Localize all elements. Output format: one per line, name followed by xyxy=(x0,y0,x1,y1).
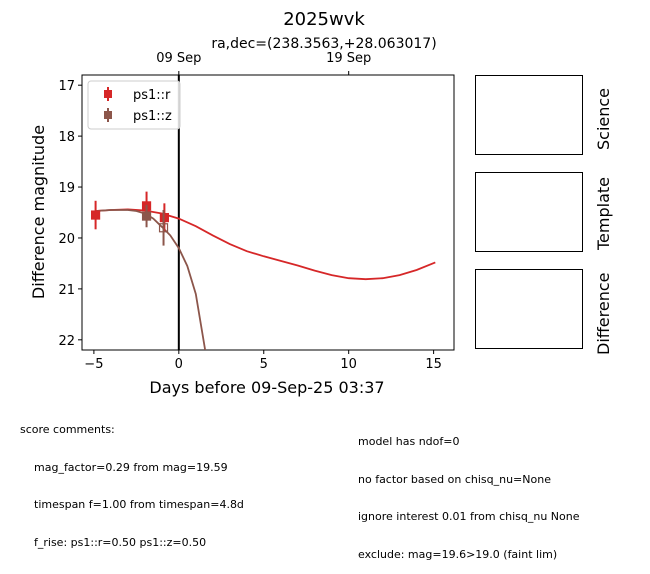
legend-label: ps1::z xyxy=(133,109,172,124)
chart-subtitle: ra,dec=(238.3563,+28.063017) xyxy=(211,36,436,52)
template-stamp xyxy=(475,172,583,252)
comment-line: f_rise: ps1::r=0.50 ps1::z=0.50 xyxy=(34,535,207,549)
y-tick-label: 21 xyxy=(58,283,75,298)
comment-line: no factor based on chisq_nu=None xyxy=(358,472,551,486)
y-tick-label: 20 xyxy=(58,232,75,247)
score-comments-header: score comments: xyxy=(20,423,115,436)
x-tick-label: 0 xyxy=(175,357,183,372)
x-tick-label: 15 xyxy=(425,357,442,372)
x-tick-label: 10 xyxy=(340,357,357,372)
legend-marker xyxy=(104,90,112,98)
comment-line: exclude: mag=19.6>19.0 (faint lim) xyxy=(358,547,558,561)
science-label: Science xyxy=(594,87,613,150)
comment-line: ignore interest 0.01 from chisq_nu None xyxy=(358,510,580,523)
x-tick-label: 5 xyxy=(260,357,268,372)
light-curve-chart: 2025wvk ra,dec=(238.3563,+28.063017) Day… xyxy=(29,9,455,397)
data-point xyxy=(90,210,101,220)
y-axis-label: Difference magnitude xyxy=(29,125,48,299)
x-axis-label: Days before 09-Sep-25 03:37 xyxy=(149,378,384,397)
comment-line: model has ndof=0 xyxy=(358,435,460,448)
science-stamp xyxy=(475,75,583,155)
difference-label: Difference xyxy=(594,272,613,355)
top-tick-label: 09 Sep xyxy=(156,51,201,66)
y-tick-label: 19 xyxy=(58,181,75,196)
legend-label: ps1::r xyxy=(133,88,171,103)
data-point xyxy=(141,211,152,221)
model-comments: model has ndof=0 no factor based on chis… xyxy=(358,411,580,574)
y-tick-label: 22 xyxy=(58,334,75,349)
score-comments: score comments: mag_factor=0.29 from mag… xyxy=(20,399,244,562)
y-tick-label: 17 xyxy=(58,79,75,94)
chart-title: 2025wvk xyxy=(283,9,365,30)
difference-stamp xyxy=(475,269,583,349)
comment-line: timespan f=1.00 from timespan=4.8d xyxy=(34,498,244,511)
template-label: Template xyxy=(594,176,613,250)
comment-line: mag_factor=0.29 from mag=19.59 xyxy=(34,460,228,474)
y-tick-label: 18 xyxy=(58,130,75,145)
model-line-ps1-z xyxy=(95,209,207,350)
top-tick-label: 19 Sep xyxy=(326,51,371,66)
x-tick-label: −5 xyxy=(84,357,103,372)
plot-frame xyxy=(81,74,455,351)
legend-marker xyxy=(104,111,112,119)
data-point xyxy=(158,223,169,233)
